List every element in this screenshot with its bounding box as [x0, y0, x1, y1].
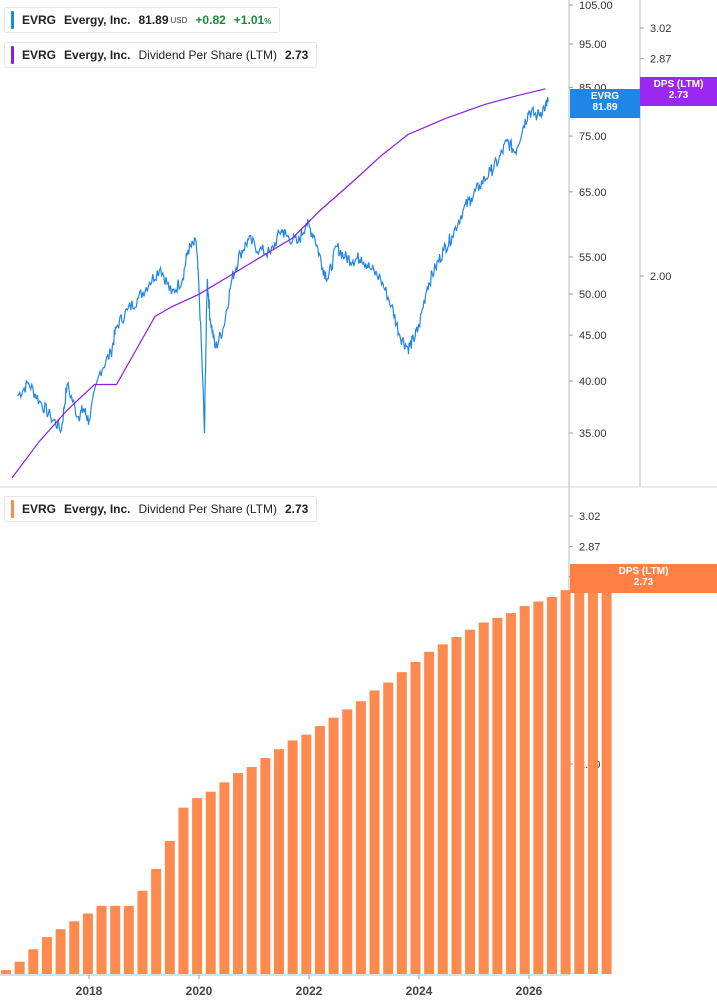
dps-y-tick-label: 3.02 — [650, 23, 671, 35]
dps-bar — [205, 791, 216, 974]
dps-bar — [451, 636, 462, 974]
dps-series-swatch — [11, 46, 14, 64]
dps-bar — [1, 970, 11, 974]
dps-bar — [355, 701, 366, 974]
dps-bar — [233, 773, 244, 974]
price-y-tick-label: 35.00 — [579, 428, 607, 440]
dps-bar — [246, 767, 257, 974]
bar-y-tick-label: 2.87 — [579, 542, 600, 554]
dps-bar — [314, 726, 325, 974]
dps-series-line — [11, 88, 546, 479]
dps-bar — [123, 905, 134, 974]
dps-bar — [519, 606, 530, 974]
dps-legend-bottom[interactable]: EVRG Evergy, Inc. Dividend Per Share (LT… — [4, 496, 318, 522]
price-y-tick-label: 95.00 — [579, 39, 607, 51]
price-y-tick-label: 75.00 — [579, 131, 607, 143]
dps-bar — [96, 905, 107, 974]
dps-bar — [547, 596, 557, 974]
dps-legend-top[interactable]: EVRG Evergy, Inc. Dividend Per Share (LT… — [4, 42, 318, 68]
dps-bar — [69, 921, 80, 974]
dps-bar — [82, 913, 93, 974]
x-tick-label: 2018 — [76, 984, 103, 998]
dps-bar — [383, 682, 394, 974]
price-series-line — [17, 97, 549, 434]
dividend-pane: 3.022.872.732.0020182020202220242026 — [0, 511, 612, 998]
price-pane: 105.0095.0085.0075.0065.0055.0050.0045.0… — [0, 0, 717, 975]
x-tick-label: 2026 — [516, 984, 543, 998]
x-tick-label: 2020 — [186, 984, 213, 998]
price-y-tick-label: 55.00 — [579, 252, 607, 264]
dps-bar — [14, 961, 25, 974]
dps-bar — [465, 629, 476, 974]
dps-bar — [287, 740, 298, 974]
dps-bar — [328, 717, 339, 974]
dps-bar — [110, 905, 121, 974]
dps-bar — [533, 601, 544, 974]
dps-tag-bottom-value: 2.73 — [633, 577, 654, 588]
dps-tag-top: DPS (LTM) 2.73 — [640, 77, 717, 106]
price-tag-value: 81.89 — [592, 102, 618, 113]
price-y-tick-label: 65.00 — [579, 187, 607, 199]
dps-legend-metric: Dividend Per Share (LTM) — [138, 48, 278, 62]
dps-bar — [137, 890, 148, 974]
dps-bottom-legend-metric: Dividend Per Share (LTM) — [138, 502, 278, 516]
dps-bar — [164, 840, 175, 974]
dps-bar — [260, 758, 271, 974]
dps-legend-name: Evergy, Inc. — [64, 48, 131, 62]
dps-bar — [274, 749, 284, 974]
dps-bar — [574, 585, 585, 974]
dps-bar — [506, 613, 517, 974]
price-legend-name: Evergy, Inc. — [64, 13, 131, 27]
price-y-tick-label: 50.00 — [579, 289, 607, 301]
dps-y-tick-label: 2.87 — [650, 54, 671, 66]
dps-bar — [219, 782, 230, 974]
dps-bar — [342, 709, 353, 974]
dps-legend-ticker: EVRG — [22, 48, 57, 62]
dps-bar — [560, 590, 571, 974]
dps-bar — [396, 672, 407, 974]
dps-bar — [478, 622, 489, 974]
dps-y-tick-label: 2.00 — [650, 271, 671, 283]
price-y-tick-label: 105.00 — [579, 0, 613, 12]
dps-bar — [301, 734, 312, 974]
dps-tag-bottom-label: DPS (LTM) — [618, 566, 669, 577]
dps-tag-top-label: DPS (LTM) — [653, 79, 704, 90]
price-y-tick-label: 45.00 — [579, 330, 607, 342]
price-tag: EVRG 81.89 — [570, 89, 640, 118]
dps-tag-top-value: 2.73 — [668, 90, 689, 101]
dps-bar — [55, 929, 66, 974]
dps-bottom-legend-name: Evergy, Inc. — [64, 502, 131, 516]
price-legend-value: 81.89 — [138, 13, 169, 27]
dps-bar — [587, 581, 598, 974]
price-series-swatch — [11, 11, 14, 29]
dps-bar — [424, 651, 435, 974]
dps-bar — [410, 661, 421, 974]
dps-legend-value: 2.73 — [285, 48, 309, 62]
dps-bar — [151, 868, 162, 974]
dps-bar — [192, 798, 203, 974]
dps-bar — [369, 690, 380, 974]
price-legend[interactable]: EVRG Evergy, Inc. 81.89 USD +0.82 +1.01% — [4, 7, 281, 33]
dps-bottom-legend-ticker: EVRG — [22, 502, 57, 516]
price-legend-unit: USD — [170, 15, 188, 25]
price-y-tick-label: 40.00 — [579, 376, 607, 388]
dps-bar-swatch — [11, 500, 14, 518]
x-tick-label: 2024 — [406, 984, 433, 998]
dps-bar — [41, 937, 52, 974]
price-legend-ticker: EVRG — [22, 13, 57, 27]
x-tick-label: 2022 — [296, 984, 323, 998]
dps-bar — [178, 807, 189, 974]
dps-bar — [28, 949, 39, 974]
dps-tag-bottom: DPS (LTM) 2.73 — [570, 564, 717, 593]
dps-bar — [492, 617, 503, 974]
dps-bottom-legend-value: 2.73 — [285, 502, 309, 516]
bar-y-tick-label: 3.02 — [579, 511, 600, 523]
price-tag-ticker: EVRG — [590, 91, 620, 102]
price-legend-change-pct: +1.01% — [233, 13, 272, 27]
dps-bar — [437, 644, 448, 974]
price-legend-change: +0.82 — [195, 13, 226, 27]
dps-bar — [601, 576, 612, 974]
